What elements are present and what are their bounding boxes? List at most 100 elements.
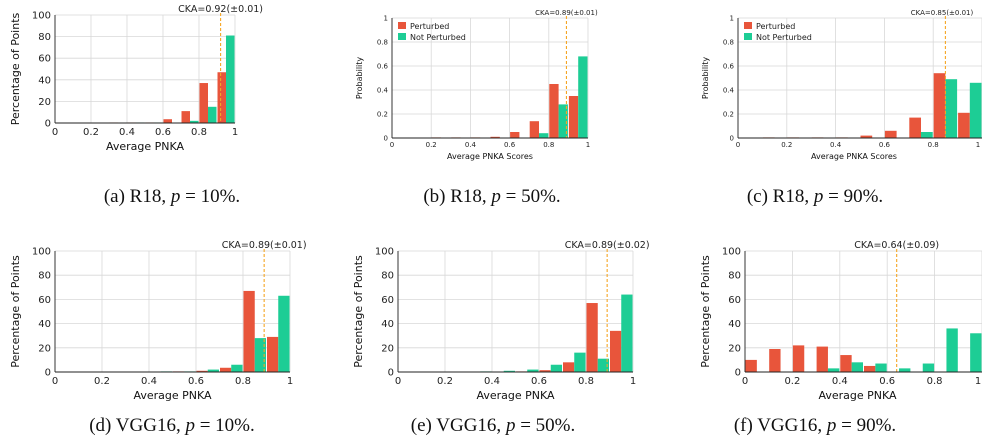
y-tick-label: 0 (735, 368, 741, 379)
perturbed-bar (816, 346, 828, 372)
not_perturbed-bar (621, 294, 633, 372)
y-tick-label: 80 (728, 271, 741, 282)
y-tick-label: 40 (728, 319, 741, 330)
y-tick-label: 0.6 (377, 62, 389, 70)
y-tick-label: 80 (38, 32, 51, 43)
y-tick-label: 20 (381, 343, 394, 354)
x-tick-label: 0.4 (465, 141, 477, 149)
y-tick-label: 100 (722, 247, 741, 258)
y-tick-label: 1 (384, 14, 388, 22)
y-tick-label: 60 (381, 295, 394, 306)
not_perturbed-bar (827, 368, 840, 372)
x-tick-label: 0.4 (830, 141, 842, 149)
x-tick-label: 1 (975, 376, 981, 387)
x-tick-label: 0.2 (437, 376, 453, 387)
not_perturbed-bar (254, 338, 266, 372)
not_perturbed-bar (231, 364, 243, 372)
x-tick-label: 1 (976, 141, 980, 149)
not_perturbed-bar (875, 363, 887, 372)
not_perturbed-bar (503, 370, 515, 372)
not_perturbed-bar (278, 295, 290, 372)
not_perturbed-bar (574, 352, 586, 372)
cka-label: CKA=0.92(±0.01) (178, 4, 263, 15)
x-tick-label: 0 (52, 127, 58, 138)
x-tick-label: 0 (390, 141, 394, 149)
perturbed-bar (539, 370, 551, 372)
y-tick-label: 0.6 (723, 62, 735, 70)
y-tick-label: 0.8 (723, 38, 734, 46)
perturbed-bar (267, 336, 279, 372)
caption-b: (b) R18, p = 50%. (423, 186, 561, 207)
y-tick-label: 0.8 (377, 38, 388, 46)
cka-label: CKA=0.89(±0.01) (535, 9, 598, 17)
perturbed-bar (586, 303, 598, 372)
legend-swatch (398, 22, 406, 29)
y-axis-label: Probability (355, 57, 364, 100)
not_perturbed-bar (578, 56, 588, 138)
not_perturbed-bar (970, 333, 982, 372)
perturbed-bar (840, 355, 852, 372)
x-tick-label: 0.2 (94, 376, 110, 387)
not_perturbed-bar (945, 79, 958, 138)
y-axis-label: Percentage of Points (9, 255, 22, 368)
not_perturbed-bar (921, 132, 933, 138)
not_perturbed-bar (899, 368, 911, 372)
not_perturbed-bar (851, 362, 863, 372)
legend-label: Not Perturbed (756, 33, 812, 42)
x-tick-label: 0 (52, 376, 58, 387)
x-axis-label: Average PNKA (476, 389, 555, 402)
cka-label: CKA=0.89(±0.01) (222, 240, 307, 251)
perturbed-bar (217, 72, 226, 123)
x-tick-label: 1 (586, 141, 590, 149)
perturbed-bar (490, 136, 500, 138)
legend-label: Perturbed (410, 22, 449, 31)
not_perturbed-bar (208, 106, 217, 123)
not_perturbed-bar (207, 369, 219, 372)
y-tick-label: 0.4 (723, 86, 735, 94)
x-tick-label: 0.4 (119, 127, 135, 138)
x-tick-label: 0.8 (928, 141, 939, 149)
not_perturbed-bar (550, 364, 562, 372)
x-tick-label: 1 (232, 127, 238, 138)
x-tick-label: 0.6 (879, 376, 895, 387)
x-tick-label: 0.2 (426, 141, 437, 149)
perturbed-bar (864, 365, 876, 372)
perturbed-bar (745, 359, 757, 372)
perturbed-bar (549, 84, 559, 138)
cka-label: CKA=0.85(±0.01) (911, 9, 974, 17)
perturbed-bar (529, 121, 539, 138)
x-tick-label: 1 (630, 376, 636, 387)
x-tick-label: 0.4 (832, 376, 848, 387)
y-tick-label: 0.2 (723, 110, 734, 118)
y-tick-label: 80 (381, 271, 394, 282)
x-tick-label: 0.8 (927, 376, 943, 387)
y-axis-label: Percentage of Points (352, 255, 365, 368)
y-tick-label: 0 (384, 134, 388, 142)
perturbed-bar (792, 345, 805, 372)
caption-d: (d) VGG16, p = 10%. (89, 415, 255, 436)
y-tick-label: 20 (38, 97, 51, 108)
y-tick-label: 0.4 (377, 86, 389, 94)
not_perturbed-bar (597, 358, 609, 372)
legend-label: Perturbed (756, 22, 795, 31)
perturbed-bar (860, 135, 873, 138)
y-tick-label: 20 (728, 343, 741, 354)
caption-a: (a) R18, p = 10%. (103, 186, 241, 207)
legend-swatch (398, 33, 406, 40)
not_perturbed-bar (969, 82, 982, 138)
cka-label: CKA=0.64(±0.09) (854, 240, 939, 251)
perturbed-bar (568, 96, 579, 138)
x-tick-label: 0.6 (504, 141, 516, 149)
y-tick-label: 80 (38, 271, 51, 282)
perturbed-bar (181, 111, 190, 123)
x-tick-label: 0 (736, 141, 740, 149)
legend-swatch (744, 33, 752, 40)
perturbed-bar (884, 130, 897, 138)
not_perturbed-bar (558, 104, 568, 138)
x-tick-label: 0.6 (188, 376, 204, 387)
x-axis-label: Average PNKA Scores (811, 152, 897, 161)
